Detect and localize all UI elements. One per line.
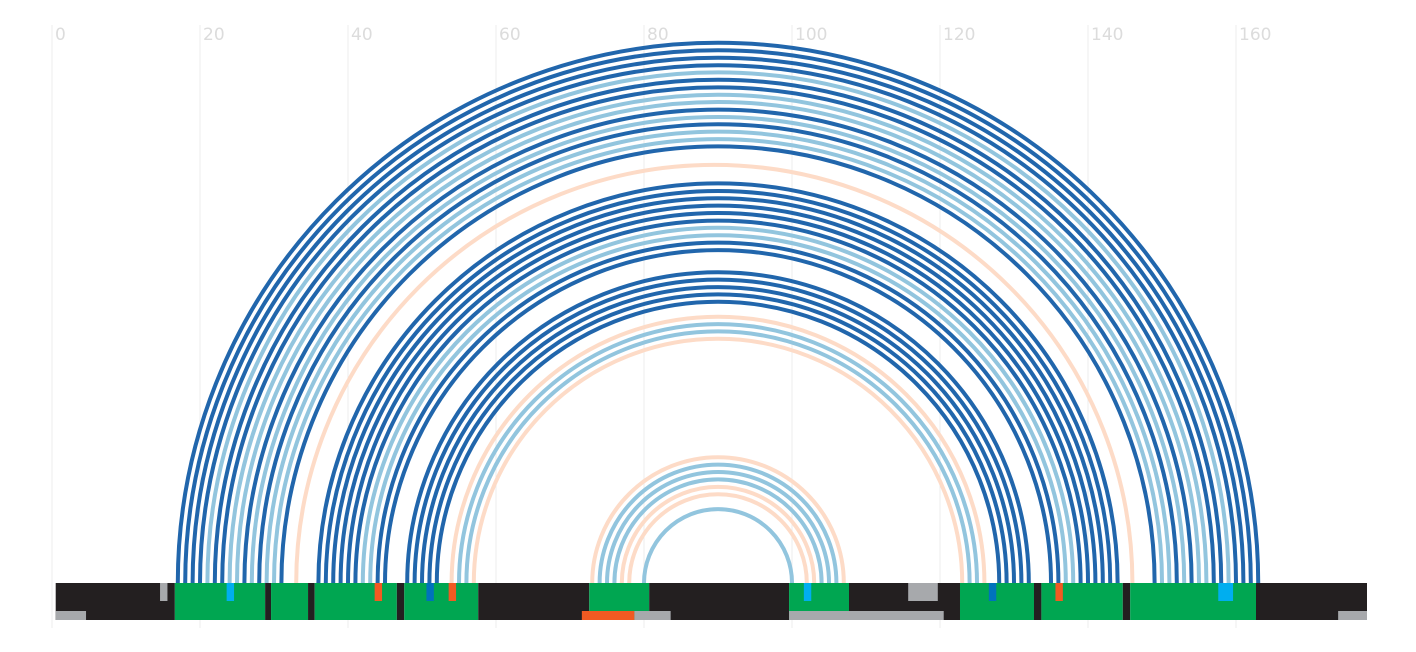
- track-cell: [1055, 583, 1063, 601]
- track-cell: [226, 583, 235, 601]
- track-segment: [174, 583, 266, 620]
- track-segment: [314, 583, 397, 620]
- arc: [642, 507, 795, 584]
- arc: [323, 188, 1113, 584]
- track-segment: [396, 583, 405, 620]
- track-segment: [478, 583, 590, 620]
- arc: [331, 196, 1105, 584]
- arc: [612, 477, 824, 584]
- track-cell: [789, 611, 944, 620]
- arc: [449, 314, 987, 584]
- track-segment: [404, 583, 479, 620]
- arc: [183, 48, 1253, 584]
- arc: [220, 85, 1216, 584]
- arc: [212, 77, 1224, 584]
- track-segment: [959, 583, 1034, 620]
- arc: [316, 181, 1120, 584]
- arc: [190, 55, 1246, 584]
- arc: [205, 70, 1231, 584]
- track-segment: [265, 583, 272, 620]
- track-cell: [634, 611, 671, 620]
- track-cell: [988, 583, 997, 601]
- track-cell: [160, 583, 168, 601]
- arc: [272, 136, 1165, 584]
- track-segment: [271, 583, 309, 620]
- arc: [353, 218, 1083, 584]
- track-cell: [1218, 583, 1234, 601]
- arc: [627, 492, 809, 584]
- x-tick-label: 40: [351, 25, 373, 45]
- track-cell: [908, 583, 938, 601]
- arc: [175, 40, 1261, 584]
- arc: [597, 462, 839, 584]
- arc: [434, 299, 1002, 584]
- arc: [471, 336, 965, 584]
- arc: [383, 248, 1054, 584]
- arc: [198, 62, 1239, 584]
- track-segment: [649, 583, 790, 620]
- track-segment: [1041, 583, 1123, 620]
- x-tick-label: 20: [203, 25, 225, 45]
- arc: [368, 233, 1068, 584]
- track-cell: [803, 583, 812, 601]
- x-tick-label: 140: [1091, 25, 1123, 45]
- x-tick-label: 160: [1239, 25, 1271, 45]
- arc: [257, 122, 1179, 584]
- arc: [360, 225, 1076, 584]
- x-tick-label: 60: [499, 25, 521, 45]
- track-cell: [426, 583, 434, 601]
- arc: [605, 469, 832, 584]
- track-segment: [1033, 583, 1042, 620]
- arc: [249, 114, 1187, 584]
- arc: [264, 129, 1172, 584]
- arc: [346, 211, 1091, 584]
- arc: [235, 100, 1202, 584]
- track-cell: [55, 611, 87, 620]
- x-tick-label: 80: [647, 25, 669, 45]
- arc: [242, 107, 1194, 584]
- arc: [375, 240, 1061, 584]
- track-cell: [581, 611, 635, 620]
- track-segment: [1122, 583, 1131, 620]
- arc: [227, 92, 1209, 584]
- track-segment: [1130, 583, 1256, 620]
- x-tick-label: 120: [943, 25, 975, 45]
- track-cell: [1338, 611, 1367, 620]
- arc: [457, 322, 980, 584]
- arc: [619, 484, 817, 584]
- track-segment: [308, 583, 315, 620]
- x-tick-label: 100: [795, 25, 827, 45]
- arc: [279, 144, 1157, 584]
- arc: [464, 329, 972, 584]
- track-cell: [374, 583, 383, 601]
- x-tick-label: 0: [55, 25, 66, 45]
- arc: [590, 455, 846, 584]
- arc: [294, 162, 1135, 584]
- arc: [338, 203, 1098, 584]
- track-cell: [448, 583, 457, 601]
